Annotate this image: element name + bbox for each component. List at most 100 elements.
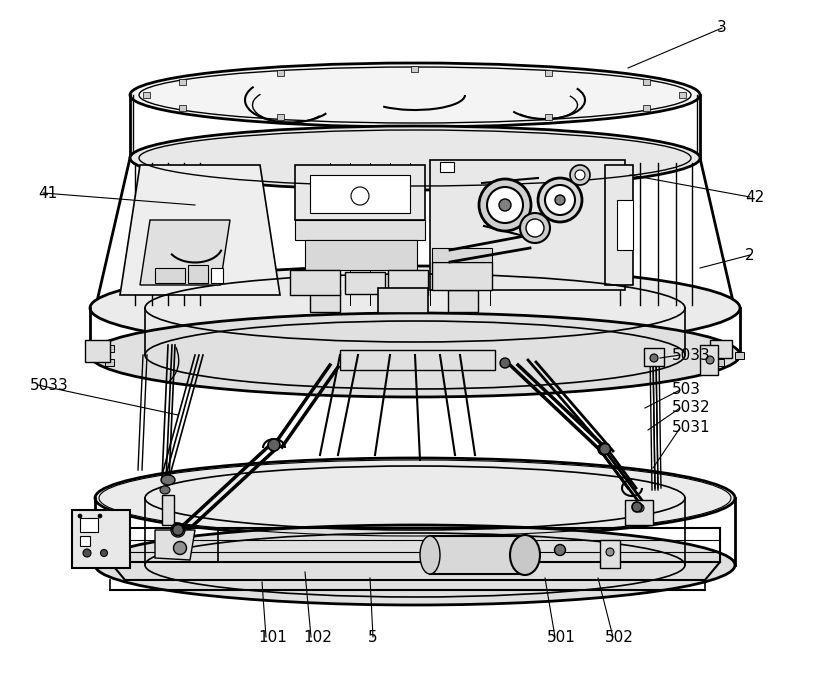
- Ellipse shape: [520, 213, 550, 243]
- Ellipse shape: [487, 187, 523, 223]
- Bar: [430, 160, 625, 290]
- Text: 503: 503: [672, 383, 701, 397]
- Ellipse shape: [173, 541, 187, 554]
- Bar: [305, 240, 417, 270]
- Bar: [378, 288, 428, 313]
- Ellipse shape: [160, 486, 170, 494]
- Text: 5033: 5033: [30, 377, 69, 392]
- Ellipse shape: [570, 165, 590, 185]
- Bar: [162, 495, 174, 525]
- Ellipse shape: [510, 535, 540, 575]
- Polygon shape: [155, 530, 195, 560]
- Bar: [411, 67, 418, 73]
- Ellipse shape: [90, 313, 740, 397]
- Text: 502: 502: [605, 630, 634, 645]
- Ellipse shape: [100, 549, 108, 556]
- Bar: [679, 92, 686, 98]
- Bar: [440, 162, 454, 172]
- Ellipse shape: [636, 504, 644, 512]
- Text: 5031: 5031: [672, 421, 710, 436]
- Bar: [545, 70, 552, 76]
- Ellipse shape: [538, 178, 582, 222]
- Ellipse shape: [500, 358, 510, 368]
- Bar: [295, 165, 425, 220]
- Text: 41: 41: [38, 185, 57, 200]
- Bar: [310, 175, 410, 213]
- Ellipse shape: [351, 187, 369, 205]
- Bar: [715, 345, 725, 352]
- Ellipse shape: [268, 439, 280, 451]
- Ellipse shape: [606, 548, 614, 556]
- Ellipse shape: [650, 354, 658, 362]
- Bar: [643, 79, 650, 85]
- Bar: [735, 352, 744, 359]
- Bar: [277, 114, 284, 120]
- Bar: [710, 340, 732, 358]
- Text: 101: 101: [258, 630, 287, 645]
- Ellipse shape: [161, 475, 175, 485]
- Ellipse shape: [78, 514, 82, 518]
- Text: 5033: 5033: [672, 348, 710, 362]
- Bar: [290, 270, 340, 295]
- Text: 102: 102: [303, 630, 332, 645]
- Bar: [80, 518, 98, 532]
- Ellipse shape: [95, 525, 735, 605]
- Bar: [277, 70, 284, 76]
- Bar: [143, 92, 150, 98]
- Text: 42: 42: [745, 189, 764, 204]
- Ellipse shape: [526, 219, 544, 237]
- Ellipse shape: [598, 443, 610, 455]
- Bar: [345, 272, 385, 294]
- Bar: [155, 268, 185, 283]
- Bar: [310, 290, 340, 312]
- Bar: [715, 359, 725, 366]
- Text: 3: 3: [717, 21, 727, 36]
- Bar: [545, 114, 552, 120]
- Ellipse shape: [545, 185, 575, 215]
- Bar: [105, 345, 114, 352]
- Bar: [80, 536, 90, 546]
- Bar: [179, 79, 186, 85]
- Ellipse shape: [599, 444, 611, 455]
- Bar: [340, 350, 495, 370]
- Ellipse shape: [95, 458, 735, 538]
- Bar: [211, 268, 223, 283]
- Bar: [600, 540, 620, 568]
- Polygon shape: [120, 165, 280, 295]
- Bar: [72, 510, 130, 568]
- Bar: [295, 220, 425, 240]
- Ellipse shape: [632, 502, 642, 512]
- Bar: [644, 348, 664, 366]
- Bar: [643, 105, 650, 111]
- Ellipse shape: [173, 525, 183, 536]
- Bar: [179, 105, 186, 111]
- Text: 2: 2: [745, 248, 754, 263]
- Bar: [85, 340, 110, 362]
- Bar: [605, 165, 633, 285]
- Text: 5032: 5032: [672, 401, 710, 416]
- Bar: [188, 265, 208, 283]
- Bar: [430, 536, 525, 574]
- Bar: [85, 352, 94, 359]
- Ellipse shape: [479, 179, 531, 231]
- Ellipse shape: [90, 266, 740, 350]
- Ellipse shape: [575, 170, 585, 180]
- Bar: [448, 290, 478, 312]
- Ellipse shape: [706, 356, 714, 364]
- Bar: [432, 262, 492, 290]
- Ellipse shape: [98, 514, 102, 518]
- Bar: [625, 500, 653, 525]
- Bar: [700, 345, 718, 375]
- Ellipse shape: [83, 549, 91, 557]
- Text: 501: 501: [547, 630, 576, 645]
- Ellipse shape: [94, 342, 106, 354]
- Bar: [432, 248, 492, 262]
- Ellipse shape: [555, 195, 565, 205]
- Ellipse shape: [420, 536, 440, 574]
- Bar: [105, 359, 114, 366]
- Ellipse shape: [554, 545, 565, 556]
- Bar: [617, 200, 633, 250]
- Ellipse shape: [499, 199, 511, 211]
- Ellipse shape: [130, 63, 700, 127]
- Text: 5: 5: [368, 630, 378, 645]
